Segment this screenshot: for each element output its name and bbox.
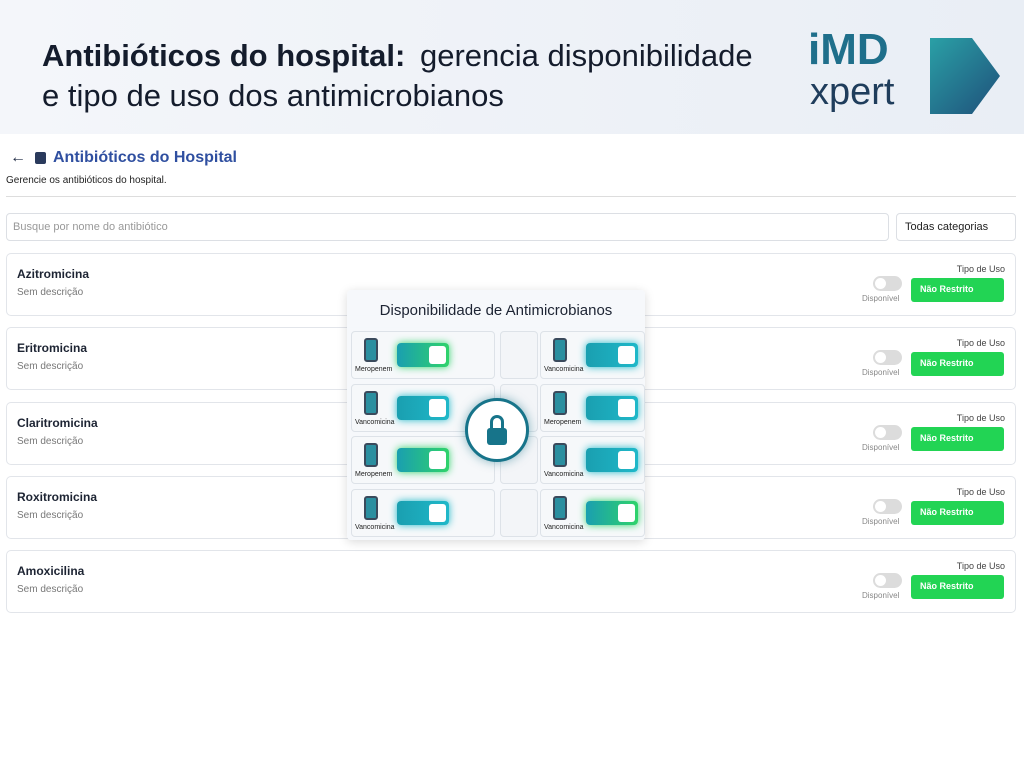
toggle-knob — [875, 575, 886, 586]
banner-title-bold: Antibióticos do hospital: — [42, 38, 406, 73]
cell-toggle — [397, 500, 449, 525]
vial-icon — [553, 443, 567, 467]
overlay-cell: Vancomicina — [351, 383, 495, 432]
usage-button[interactable]: Não Restrito — [911, 278, 1004, 302]
toggle-label: Disponível — [862, 591, 900, 600]
lock-badge — [465, 398, 529, 462]
cell-toggle — [586, 343, 638, 367]
cell-label: Meropenem — [355, 366, 393, 373]
usage-label: Tipo de Uso — [956, 486, 1005, 497]
availability-toggle[interactable] — [873, 276, 902, 291]
back-arrow[interactable]: ← — [10, 149, 26, 166]
availability-toggle[interactable] — [873, 350, 902, 366]
toggle-knob — [618, 451, 635, 469]
item-description: Sem descrição — [17, 584, 84, 595]
usage-button[interactable]: Não Restrito — [911, 352, 1004, 377]
vial-icon — [364, 495, 378, 520]
toggle-knob — [618, 503, 635, 522]
availability-toggle[interactable] — [873, 424, 902, 440]
overlay-panel: Disponibilidade de Antimicrobianos Merope… — [347, 290, 645, 540]
overlay-cell: Meropenem — [540, 383, 645, 432]
overlay-cell: Vancomicina — [540, 436, 645, 484]
item-description: Sem descrição — [17, 361, 84, 373]
cell-toggle — [397, 343, 449, 367]
toggle-knob — [875, 352, 886, 364]
vial-icon — [553, 495, 567, 520]
toggle-label: Disponível — [862, 294, 900, 303]
overlay-cell: Vancomicina — [540, 488, 645, 537]
toggle-knob — [875, 500, 886, 512]
item-name: Amoxicilina — [17, 564, 85, 578]
item-name: Azitromicina — [17, 267, 90, 281]
availability-toggle[interactable] — [873, 573, 902, 588]
divider — [6, 196, 1016, 197]
page-title: Antibióticos do Hospital — [53, 149, 237, 166]
usage-button[interactable]: Não Restrito — [911, 426, 1004, 451]
overlay-spacer — [500, 488, 538, 537]
lock-shackle — [490, 415, 504, 431]
usage-label: Tipo de Uso — [956, 561, 1005, 571]
cell-label: Meropenem — [355, 471, 393, 478]
cell-label: Vancomicina — [355, 418, 395, 426]
toggle-knob — [618, 398, 635, 417]
cell-label: Vancomicina — [544, 471, 584, 478]
cell-toggle — [397, 448, 449, 472]
banner-title-rest: gerencia disponibilidade — [420, 38, 753, 73]
cell-toggle — [586, 448, 638, 472]
usage-label: Tipo de Uso — [956, 338, 1005, 349]
banner-title-line2: e tipo de uso dos antimicrobianos — [42, 78, 504, 113]
cell-label: Vancomicina — [544, 366, 584, 373]
vial-icon — [364, 338, 378, 362]
vial-icon — [364, 390, 378, 415]
cell-label: Vancomicina — [355, 523, 395, 531]
toggle-label: Disponível — [862, 368, 900, 378]
lock-body — [487, 428, 507, 445]
item-description: Sem descrição — [17, 435, 84, 447]
logo-bottom: xpert — [810, 71, 895, 113]
banner — [0, 0, 1024, 134]
toggle-knob — [429, 451, 446, 469]
usage-label: Tipo de Uso — [956, 412, 1005, 423]
toggle-knob — [875, 426, 886, 438]
logo-top: iMD — [808, 25, 889, 74]
category-select[interactable]: Todas categorias — [896, 213, 1016, 241]
cell-toggle — [586, 500, 638, 525]
overlay-cell: Vancomicina — [351, 488, 495, 537]
page-subtitle: Gerencie os antibióticos do hospital. — [6, 175, 167, 186]
toggle-knob — [875, 278, 886, 289]
toggle-knob — [429, 346, 446, 364]
toggle-knob — [429, 398, 446, 417]
vial-icon — [553, 338, 567, 362]
vial-icon — [364, 443, 378, 467]
item-name: Claritromicina — [17, 415, 98, 430]
usage-button[interactable]: Não Restrito — [911, 500, 1004, 525]
toggle-knob — [429, 503, 446, 522]
item-name: Roxitromicina — [17, 489, 98, 504]
usage-label: Tipo de Uso — [956, 264, 1005, 274]
overlay-title: Disponibilidade de Antimicrobianos — [379, 302, 613, 319]
cell-label: Vancomicina — [544, 523, 584, 531]
toggle-label: Disponível — [862, 442, 900, 452]
cell-label: Meropenem — [544, 418, 582, 426]
toggle-label: Disponível — [862, 516, 900, 526]
vial-icon — [553, 390, 567, 415]
toggle-knob — [618, 346, 635, 364]
item-name: Eritromicina — [17, 341, 88, 356]
overlay-cell: Vancomicina — [540, 331, 645, 379]
item-card — [6, 550, 1016, 613]
item-description: Sem descrição — [17, 287, 84, 298]
cell-toggle — [397, 395, 449, 420]
availability-toggle[interactable] — [873, 498, 902, 514]
search-input[interactable]: Busque por nome do antibiótico — [6, 213, 889, 241]
overlay-spacer — [500, 331, 538, 379]
item-description: Sem descrição — [17, 509, 84, 521]
overlay-cell: Meropenem — [351, 331, 495, 379]
lock-icon — [35, 152, 46, 164]
cell-toggle — [586, 395, 638, 420]
usage-button[interactable]: Não Restrito — [911, 575, 1004, 599]
